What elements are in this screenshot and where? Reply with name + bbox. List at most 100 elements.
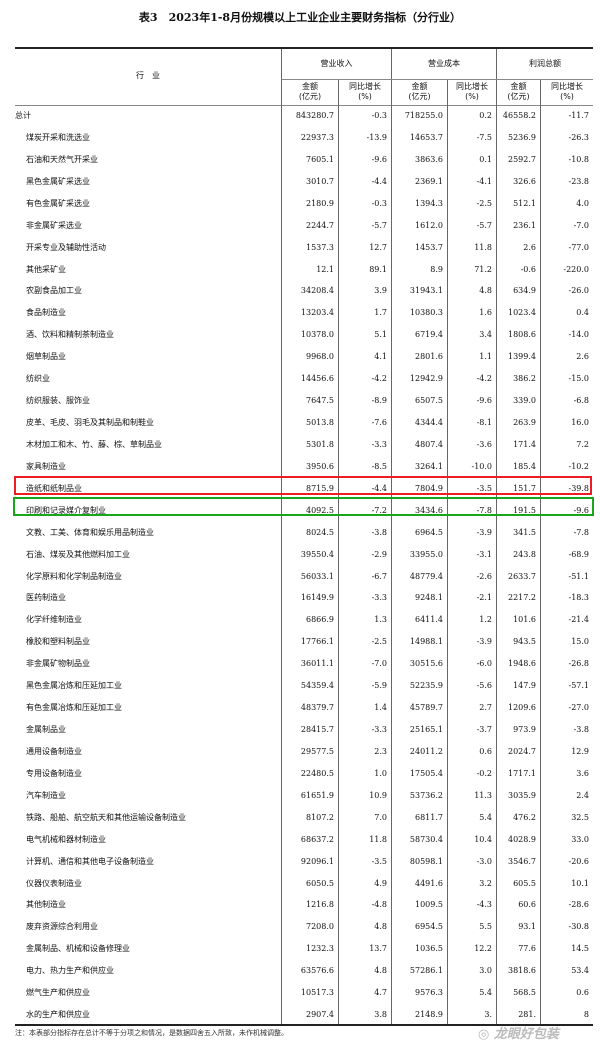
- profit-growth: 15.0: [571, 637, 589, 647]
- cost-growth: 2.7: [479, 703, 492, 713]
- divider: [447, 499, 448, 522]
- revenue-amount: 1537.3: [306, 242, 334, 252]
- divider: [540, 521, 541, 544]
- divider: [540, 916, 541, 939]
- cost-growth: 3.: [484, 1010, 492, 1020]
- divider: [391, 719, 392, 742]
- divider: [447, 631, 448, 654]
- cost-amount: 4491.6: [415, 878, 443, 888]
- divider: [391, 587, 392, 610]
- table-row: 金属制品、机械和设备修理业 1232.3 13.7 1036.5 12.2 77.6 14.…: [15, 938, 593, 961]
- industry-name: 造纸和纸制品业: [26, 483, 82, 493]
- cost-growth: -4.1: [476, 176, 492, 186]
- industry-name: 有色金属冶炼和压延加工业: [26, 703, 122, 713]
- divider: [447, 719, 448, 742]
- divider: [447, 302, 448, 325]
- revenue-amount: 16149.9: [300, 593, 334, 603]
- profit-growth: 0.4: [576, 308, 589, 318]
- profit-growth: -26.0: [568, 286, 589, 296]
- table-row: 印刷和记录媒介复制业 4092.5 -7.2 3434.6 -7.8 191.5 -9.6: [15, 499, 593, 522]
- divider: [338, 631, 339, 654]
- revenue-growth: -5.7: [371, 220, 387, 230]
- profit-amount: -0.6: [520, 264, 536, 274]
- revenue-growth: 11.8: [369, 834, 387, 844]
- table-row: 电力、热力生产和供应业 63576.6 4.8 57286.1 3.0 3818.6 53.…: [15, 960, 593, 983]
- divider: [338, 1004, 339, 1027]
- profit-amount: 151.7: [513, 483, 536, 493]
- divider: [447, 762, 448, 785]
- divider: [281, 236, 282, 259]
- revenue-amount: 1232.3: [306, 944, 334, 954]
- divider: [281, 346, 282, 369]
- profit-amount: 3035.9: [508, 790, 536, 800]
- cost-growth: -9.6: [476, 396, 492, 406]
- divider: [391, 455, 392, 478]
- cost-amount: 6411.4: [415, 615, 443, 625]
- revenue-amount: 29577.5: [300, 746, 334, 756]
- divider: [496, 280, 497, 303]
- divider: [496, 543, 497, 566]
- divider: [496, 762, 497, 785]
- cost-growth: 12.2: [474, 944, 492, 954]
- industry-name: 石油、煤炭及其他燃料加工业: [26, 549, 130, 559]
- industry-name: 烟草制品业: [26, 352, 66, 362]
- divider: [281, 784, 282, 807]
- divider: [338, 960, 339, 983]
- divider: [282, 79, 593, 80]
- divider: [540, 609, 541, 632]
- revenue-amount: 39550.4: [300, 549, 334, 559]
- industry-name: 化学纤维制造业: [26, 615, 82, 625]
- profit-growth: -18.3: [568, 593, 589, 603]
- cost-growth: 3.4: [479, 330, 492, 340]
- divider: [447, 236, 448, 259]
- divider: [391, 214, 392, 237]
- revenue-amount: 22937.3: [300, 132, 334, 142]
- divider: [281, 740, 282, 763]
- divider: [338, 675, 339, 698]
- profit-amount: 2024.7: [508, 746, 536, 756]
- divider: [540, 126, 541, 149]
- divider: [496, 258, 497, 281]
- divider: [540, 368, 541, 391]
- divider: [496, 675, 497, 698]
- revenue-amount: 2907.4: [306, 1010, 334, 1020]
- divider: [338, 872, 339, 895]
- industry-name: 其他制造业: [26, 900, 66, 910]
- cost-growth: 5.5: [479, 922, 492, 932]
- revenue-amount: 22480.5: [300, 768, 334, 778]
- divider: [447, 258, 448, 281]
- profit-growth: 4.0: [576, 198, 589, 208]
- revenue-amount: 7605.1: [306, 154, 334, 164]
- divider: [391, 49, 392, 105]
- divider: [496, 1004, 497, 1027]
- watermark-logo: ◎ 龙眼好包装: [478, 1027, 559, 1042]
- cost-amount: 4344.4: [415, 418, 443, 428]
- industry-name: 电力、热力生产和供应业: [26, 966, 114, 976]
- profit-amount: 1399.4: [508, 352, 536, 362]
- cost-amount: 2801.6: [415, 352, 443, 362]
- divider: [391, 806, 392, 829]
- table-row: 黑色金属冶炼和压延加工业 54359.4 -5.9 52235.9 -5.6 147.9 -…: [15, 675, 593, 698]
- table-row: 造纸和纸制品业 8715.9 -4.4 7804.9 -3.5 151.7 -39.8: [15, 477, 593, 500]
- divider: [338, 214, 339, 237]
- revenue-amount: 54359.4: [300, 681, 334, 691]
- divider: [540, 324, 541, 347]
- revenue-growth: -9.6: [371, 154, 387, 164]
- cost-amount: 6954.5: [415, 922, 443, 932]
- revenue-growth: -2.5: [371, 637, 387, 647]
- profit-growth: -7.0: [573, 220, 589, 230]
- industry-name: 通用设备制造业: [26, 746, 82, 756]
- divider: [540, 850, 541, 873]
- revenue-amount: 6050.5: [306, 878, 334, 888]
- divider: [496, 521, 497, 544]
- divider: [496, 982, 497, 1005]
- profit-growth: -23.8: [568, 176, 589, 186]
- profit-growth: -57.1: [568, 681, 589, 691]
- profit-growth: 3.6: [576, 768, 589, 778]
- divider: [281, 762, 282, 785]
- revenue-growth: -4.8: [371, 900, 387, 910]
- cost-growth: -3.6: [476, 439, 492, 449]
- divider: [447, 565, 448, 588]
- table-row: 废弃资源综合利用业 7208.0 4.8 6954.5 5.5 93.1 -30.8: [15, 916, 593, 939]
- cost-amount: 1009.5: [415, 900, 443, 910]
